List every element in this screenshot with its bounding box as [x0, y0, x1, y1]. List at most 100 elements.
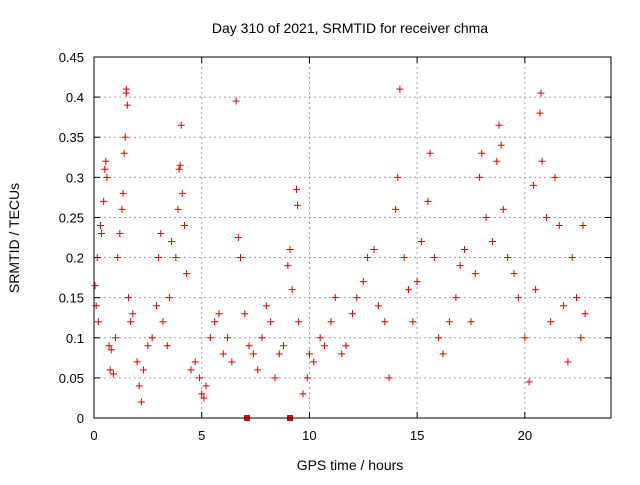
data-point	[137, 398, 145, 406]
data-point	[254, 366, 262, 374]
data-point	[542, 213, 550, 221]
data-point	[159, 318, 167, 326]
data-point	[133, 358, 141, 366]
data-point	[471, 270, 479, 278]
data-point	[98, 229, 106, 237]
data-point	[107, 346, 115, 354]
y-tick-label: 0.05	[59, 371, 84, 386]
data-point	[177, 121, 185, 129]
data-point	[163, 342, 171, 350]
data-point	[521, 334, 529, 342]
data-point	[119, 189, 127, 197]
data-point	[476, 173, 484, 181]
data-point	[547, 318, 555, 326]
data-point	[579, 221, 587, 229]
data-point	[299, 390, 307, 398]
data-point	[381, 318, 389, 326]
data-point	[144, 342, 152, 350]
x-tick-label: 10	[302, 428, 316, 443]
data-point	[482, 213, 490, 221]
data-point	[284, 262, 292, 270]
data-point	[168, 238, 176, 246]
data-point	[295, 318, 303, 326]
data-point	[467, 318, 475, 326]
data-point	[359, 278, 367, 286]
plot-frame	[93, 56, 612, 419]
data-point	[510, 270, 518, 278]
y-axis-ticks: 0 0.05 0.1 0.15 0.2 0.25 0.3 0.35 0.4 0.45	[59, 50, 611, 426]
x-tick-label: 5	[198, 428, 205, 443]
data-point	[577, 334, 585, 342]
data-point	[234, 234, 242, 241]
data-point	[305, 350, 313, 358]
data-point	[331, 294, 339, 302]
data-point	[187, 366, 195, 374]
y-tick-label: 0.4	[66, 90, 84, 105]
data-point	[114, 254, 122, 262]
data-point	[191, 358, 199, 366]
data-point	[165, 294, 173, 302]
data-point	[555, 221, 563, 229]
data-point	[123, 101, 131, 109]
data-point	[497, 141, 505, 149]
data-point	[316, 334, 324, 342]
data-point	[349, 310, 356, 318]
data-point	[241, 310, 249, 318]
data-point	[91, 282, 99, 290]
data-point	[288, 286, 296, 294]
data-point	[101, 165, 109, 173]
data-point	[396, 85, 404, 93]
y-axis-label: SRMTID / TECUs	[6, 183, 22, 293]
data-point	[118, 205, 126, 213]
data-point	[430, 254, 438, 262]
data-point	[116, 229, 124, 237]
data-point	[385, 374, 393, 382]
y-tick-label: 0.25	[59, 210, 84, 225]
data-point	[215, 310, 223, 318]
data-point	[353, 294, 361, 302]
data-point	[489, 238, 497, 246]
data-point	[424, 197, 432, 205]
y-tick-label: 0.35	[59, 130, 84, 145]
data-point	[157, 229, 165, 237]
data-point	[409, 318, 417, 326]
data-point	[413, 278, 421, 286]
data-point	[294, 201, 302, 209]
data-point	[573, 294, 581, 302]
x-tick-label: 0	[90, 428, 97, 443]
data-point	[560, 302, 568, 310]
data-point	[105, 342, 113, 350]
data-point	[200, 394, 208, 402]
data-point	[129, 310, 137, 318]
data-point	[175, 165, 183, 173]
data-point	[112, 334, 120, 342]
data-point	[537, 89, 545, 97]
data-point	[178, 189, 186, 197]
data-point	[232, 97, 240, 105]
data-point	[206, 334, 214, 342]
data-point	[267, 318, 275, 326]
x-tick-label: 20	[518, 428, 532, 443]
data-point	[456, 262, 464, 270]
data-point	[152, 302, 160, 310]
data-point	[180, 221, 188, 229]
data-point	[228, 358, 236, 366]
data-point	[271, 374, 279, 382]
data-point	[525, 378, 533, 386]
data-point	[452, 294, 460, 302]
data-point	[121, 133, 129, 141]
y-tick-label: 0	[77, 411, 84, 426]
data-point	[445, 318, 453, 326]
y-tick-label: 0.45	[59, 50, 84, 65]
data-point	[504, 254, 512, 262]
data-point	[94, 318, 102, 326]
data-point	[249, 350, 257, 358]
x-tick-label: 15	[410, 428, 424, 443]
data-point	[581, 310, 589, 318]
data-point	[176, 161, 184, 169]
chart-title: Day 310 of 2021, SRMTID for receiver chm…	[212, 20, 488, 36]
data-point	[245, 342, 253, 350]
data-point	[538, 157, 546, 165]
data-point	[103, 173, 111, 181]
